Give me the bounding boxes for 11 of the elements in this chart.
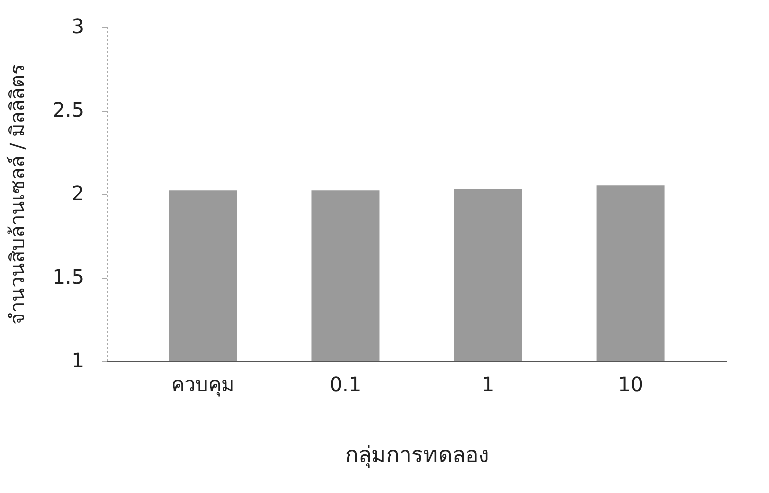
y-tick-label: 2.5: [52, 98, 84, 122]
y-tick-label: 1: [72, 348, 84, 372]
y-tick-label: 2: [72, 182, 84, 206]
x-tick-label: 1: [482, 372, 495, 396]
x-tick-label: 0.1: [330, 372, 362, 396]
y-axis-title: จำนวนสิบล้านเซลล์ / มิลลิลิตร: [6, 64, 30, 326]
y-tick-label: 1.5: [52, 265, 84, 289]
y-tick-label: 3: [72, 14, 84, 38]
x-tick-label: 10: [618, 372, 644, 396]
x-axis-title: กลุ่มการทดลอง: [346, 444, 490, 468]
x-tick-label: ควบคุม: [172, 372, 235, 398]
